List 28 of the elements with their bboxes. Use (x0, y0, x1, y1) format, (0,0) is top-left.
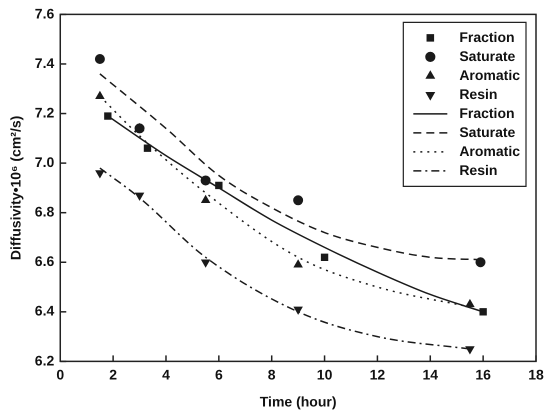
y-axis-title: Diffusivity•10⁶ (cm²/s) (7, 116, 24, 260)
y-tick-label: 6.4 (34, 302, 54, 319)
legend-label: Fraction (459, 28, 515, 45)
x-tick-label: 12 (370, 366, 386, 383)
x-axis-title: Time (hour) (260, 393, 337, 410)
legend-label: Saturate (459, 48, 516, 64)
x-tick-label: 14 (422, 366, 438, 383)
legend-label: Resin (459, 86, 498, 102)
legend-label: Saturate (459, 124, 516, 140)
y-tick-label: 7.6 (34, 5, 54, 22)
y-tick-label: 6.6 (34, 253, 54, 270)
legend-label: Resin (459, 162, 498, 178)
x-tick-label: 16 (475, 366, 492, 383)
x-tick-label: 4 (162, 366, 170, 383)
y-tick-label: 6.2 (34, 352, 54, 368)
y-tick-label: 7.4 (34, 54, 54, 71)
x-tick-label: 10 (316, 366, 333, 383)
y-tick-label: 6.8 (34, 204, 54, 220)
legend-label: Aromatic (459, 66, 520, 83)
x-tick-label: 2 (109, 366, 118, 383)
x-tick-label: 0 (56, 366, 64, 383)
y-tick-label: 7.0 (34, 154, 54, 170)
x-tick-label: 18 (528, 366, 544, 383)
y-tick-label: 7.2 (34, 104, 54, 120)
x-tick-label: 8 (268, 366, 276, 383)
legend-label: Aromatic (459, 142, 520, 159)
legend-label: Fraction (459, 104, 515, 121)
x-tick-label: 6 (214, 366, 223, 383)
